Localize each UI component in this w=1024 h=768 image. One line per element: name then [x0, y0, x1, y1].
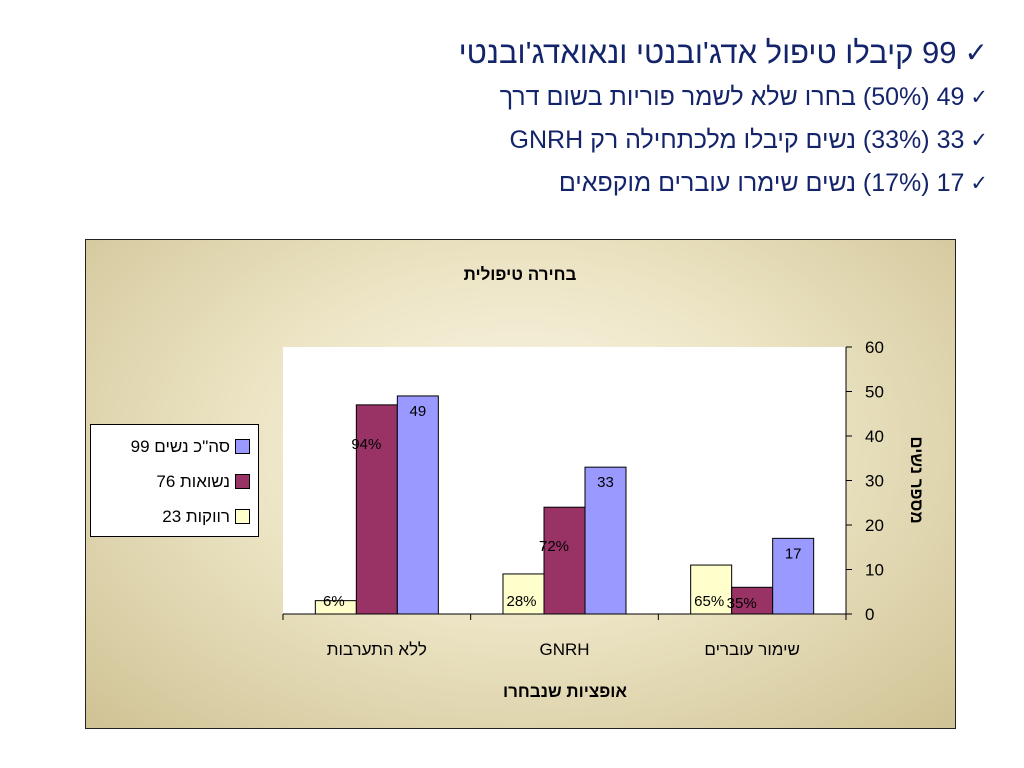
- bullet-text: 33 (33%) נשים קיבלו מלכתחילה רק GNRH: [509, 126, 965, 154]
- legend-label: נשואות 76: [156, 471, 230, 491]
- y-tick-label: 20: [865, 516, 884, 535]
- bullet-text: 49 (50%) בחרו שלא לשמר פוריות בשום דרך: [499, 83, 965, 111]
- data-label: 65%: [694, 593, 724, 610]
- data-label: 17: [785, 545, 802, 562]
- bullet-list: ✓ 99 קיבלו טיפול אדג'ובנטי ונאואדג'ובנטי…: [459, 30, 988, 205]
- legend-swatch: [235, 474, 250, 489]
- data-label: 72%: [539, 538, 569, 555]
- bullet-item: ✓ 17 (17%) נשים שימרו עוברים מוקפאים: [459, 162, 988, 205]
- legend-item-unmarried: רווקות 23: [97, 499, 252, 534]
- legend-label: רווקות 23: [162, 506, 230, 526]
- checkmark-icon: ✓: [964, 36, 988, 69]
- x-tick-label: שימור עוברים: [704, 640, 800, 659]
- checkmark-icon: ✓: [970, 85, 988, 109]
- data-label: 35%: [727, 595, 757, 612]
- legend-item-total: סה"כ נשים 99: [97, 429, 252, 464]
- chart-legend: סה"כ נשים 99 נשואות 76 רווקות 23: [90, 424, 259, 537]
- bar: [396, 395, 439, 615]
- data-label: 33: [597, 474, 614, 491]
- x-axis-title: אופציות שנבחרו: [503, 682, 627, 701]
- x-tick-label: GNRH: [539, 640, 589, 659]
- bar: [502, 573, 545, 615]
- data-label: 28%: [506, 593, 536, 610]
- data-label: 94%: [351, 436, 381, 453]
- legend-swatch: [235, 439, 250, 454]
- bar: [543, 506, 586, 615]
- bullet-text: 17 (17%) נשים שימרו עוברים מוקפאים: [558, 169, 965, 197]
- checkmark-icon: ✓: [970, 128, 988, 152]
- y-tick-label: 0: [865, 605, 874, 624]
- legend-label: סה"כ נשים 99: [130, 436, 230, 456]
- bar: [772, 537, 815, 615]
- y-tick-label: 60: [865, 338, 884, 357]
- data-label: 6%: [323, 593, 345, 610]
- y-tick-label: 40: [865, 427, 884, 446]
- bullet-item: ✓ 33 (33%) נשים קיבלו מלכתחילה רק GNRH: [459, 119, 988, 162]
- data-label: 49: [409, 403, 426, 420]
- bar: [584, 466, 627, 615]
- checkmark-icon: ✓: [970, 171, 988, 195]
- y-tick-label: 30: [865, 472, 884, 491]
- bullet-item: ✓ 99 קיבלו טיפול אדג'ובנטי ונאואדג'ובנטי: [459, 30, 988, 76]
- bullet-item: ✓ 49 (50%) בחרו שלא לשמר פוריות בשום דרך: [459, 76, 988, 119]
- y-tick-label: 50: [865, 383, 884, 402]
- x-tick-label: ללא התערבות: [327, 640, 427, 659]
- bullet-text: 99 קיבלו טיפול אדג'ובנטי ונאואדג'ובנטי: [458, 35, 957, 70]
- legend-swatch: [235, 509, 250, 524]
- chart-title: בחירה טיפולית: [464, 265, 577, 284]
- y-tick-label: 10: [865, 561, 884, 580]
- y-axis-title: מספר נשים: [907, 436, 926, 523]
- legend-item-married: נשואות 76: [97, 464, 252, 499]
